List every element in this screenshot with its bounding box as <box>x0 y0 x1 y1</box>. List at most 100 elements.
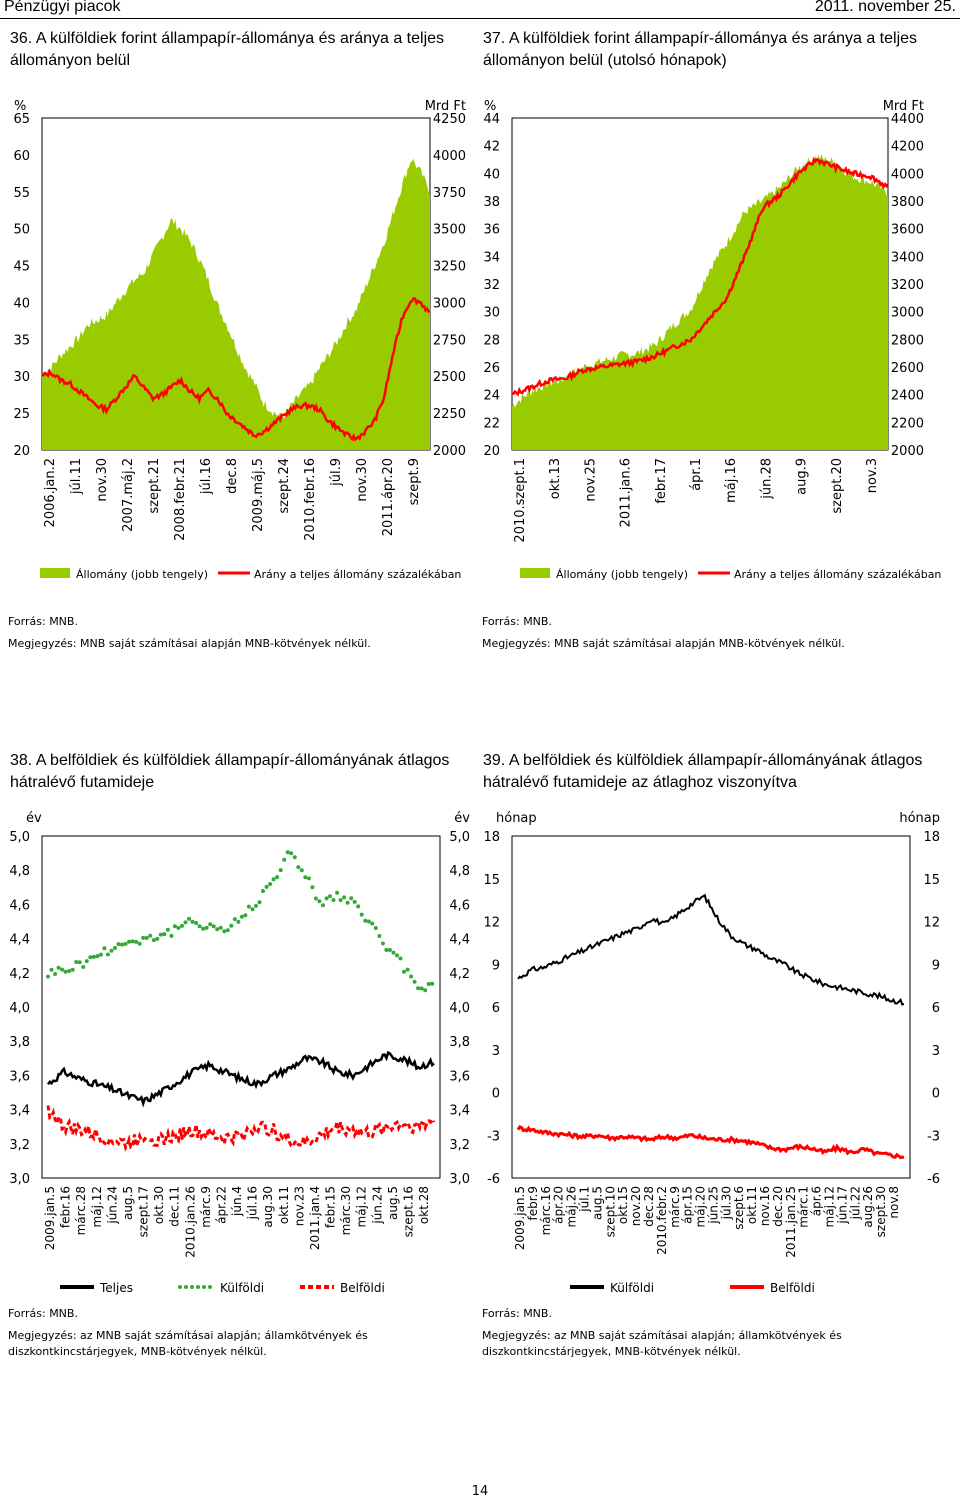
chart-38-series-klfoldi <box>46 850 435 993</box>
chart-39-series-belfoldi <box>516 1125 905 1160</box>
chart-39-xtick: okt.11 <box>745 1186 759 1224</box>
chart-38-series-klfoldi-point <box>331 898 336 902</box>
chart-38-plot-frame <box>41 835 441 1179</box>
chart-38-series-klfoldi-point <box>194 921 199 925</box>
chart-37-xtick: nov.25 <box>583 458 598 502</box>
chart-38-xtick: 2009.jan.5 <box>43 1186 57 1250</box>
chart-37-ytick-right: 3200 <box>891 278 924 293</box>
chart-37-ytick-right: 4400 <box>891 112 924 127</box>
chart-38-series-klfoldi-point <box>91 954 96 959</box>
chart-38-series-klfoldi-point <box>148 933 153 938</box>
chart-37-ytick-left: 22 <box>483 416 500 431</box>
chart-38-xtick: márc.30 <box>339 1186 353 1235</box>
chart-37-ytick-left: 38 <box>483 195 500 210</box>
chart-37: % Mrd Ft 44 42 40 38 36 34 32 30 28 26 24 22 20 4400 420… <box>483 99 941 581</box>
chart-38-xtick: nov.23 <box>292 1186 306 1226</box>
chart-39-ytick-right: 9 <box>932 958 940 973</box>
chart-38-series-klfoldi-point <box>60 967 65 972</box>
chart-37-ytick-right: 3400 <box>891 250 924 265</box>
chart-38-ytick-left: 3,8 <box>9 1035 30 1050</box>
chart-36-ytick-left: 30 <box>13 370 30 385</box>
chart-37-left-unit: % <box>484 99 496 114</box>
chart-38-series-klfoldi-point <box>225 928 230 933</box>
chart-37-xtick: máj.16 <box>724 458 739 503</box>
chart-36-ytick-right: 4250 <box>433 112 466 127</box>
chart-38-ytick-right: 4,0 <box>449 1001 470 1016</box>
chart-38-series-klfoldi-point <box>384 948 389 952</box>
chart-38-ytick-right: 3,2 <box>449 1138 470 1153</box>
chart-38-series-klfoldi-point <box>366 919 371 924</box>
chart-38-series-klfoldi-point <box>243 913 248 918</box>
chart-38-series-klfoldi-point <box>275 875 280 880</box>
chart-38-series-klfoldi-point <box>313 896 318 901</box>
chart-38-series-klfoldi-point <box>134 939 139 944</box>
chart-38-note: Megjegyzés: az MNB saját számításai alap… <box>8 1329 368 1358</box>
chart-38-left-unit: év <box>26 811 42 826</box>
chart-38-ytick-left: 4,4 <box>9 933 30 948</box>
chart-39-xtick: febr.9 <box>526 1186 540 1221</box>
chart-36-ytick-right: 3250 <box>433 260 466 275</box>
chart-39-ytick-left: 6 <box>492 1001 500 1016</box>
chart-38-series-klfoldi-point <box>123 941 128 946</box>
chart-37-ytick-left: 42 <box>483 140 500 155</box>
page-number: 14 <box>471 1484 489 1499</box>
chart-39-xtick: márc.16 <box>539 1186 553 1235</box>
chart-38-series-klfoldi-point <box>335 890 340 895</box>
chart-38-ytick-right: 3,0 <box>449 1172 470 1187</box>
chart-37-xtick: aug.9 <box>795 458 810 495</box>
chart-36-xtick: szept.21 <box>147 458 162 514</box>
chart-37-ytick-right: 2800 <box>891 333 924 348</box>
chart-38-xtick: ápr.22 <box>214 1186 228 1224</box>
chart-39-xtick: júl.22 <box>848 1186 862 1220</box>
chart-38-series-klfoldi-point <box>204 925 209 930</box>
chart-38-series-klfoldi-point <box>56 965 61 970</box>
chart-36-ytick-right: 4000 <box>433 149 466 164</box>
chart-39-xtick: szept.30 <box>874 1186 888 1237</box>
chart-38-xtick: máj.12 <box>355 1186 369 1227</box>
chart-39-ytick-right: 12 <box>923 916 940 931</box>
chart-38-series-klfoldi-point <box>81 965 86 969</box>
chart-38-series-klfoldi-point <box>289 851 294 856</box>
chart-38-series-klfoldi-point <box>102 946 107 951</box>
chart-36-ytick-right: 2500 <box>433 370 466 385</box>
chart-38-series-klfoldi-point <box>391 950 396 955</box>
chart-36-xtick: nov.30 <box>355 458 370 502</box>
chart-38-xtick: febr.16 <box>59 1186 73 1228</box>
chart-38-ytick-right: 4,2 <box>449 967 470 982</box>
chart-38-series-klfoldi-point <box>144 936 149 940</box>
chart-36-notes: Forrás: MNB. Megjegyzés: MNB saját számí… <box>8 614 468 652</box>
chart-38-series-klfoldi-point <box>278 868 283 873</box>
chart-38-title: 38. A belföldiek és külföldiek állampapí… <box>10 750 480 794</box>
chart-39-xtick: dec.28 <box>642 1186 656 1227</box>
chart-38-series-klfoldi-point <box>67 969 72 973</box>
chart-36-xtick: júl.9 <box>329 458 344 487</box>
chart-36-ytick-left: 20 <box>13 444 30 459</box>
chart-36-xtick: 2008.febr.21 <box>173 458 188 541</box>
chart-39-xtick: júl.30 <box>719 1186 733 1220</box>
chart-39-ytick-right: -3 <box>927 1129 940 1144</box>
chart-38-ytick-right: 3,8 <box>449 1035 470 1050</box>
chart-38-ytick-right: 3,6 <box>449 1069 470 1084</box>
chart-36-area-series <box>42 158 430 450</box>
chart-37-number: 37. <box>483 30 506 47</box>
chart-37-ytick-right: 3800 <box>891 195 924 210</box>
chart-38-xtick: márc.9 <box>199 1186 213 1228</box>
chart-38-series-klfoldi-point <box>172 924 177 929</box>
chart-37-line-series <box>511 156 889 397</box>
chart-38-series-klfoldi-point <box>338 898 343 903</box>
chart-37-ytick-right: 2400 <box>891 389 924 404</box>
chart-38-xtick: szept.16 <box>401 1186 415 1237</box>
chart-38-series-klfoldi-point <box>183 920 188 925</box>
chart-39-xtick: nov.16 <box>758 1186 772 1226</box>
chart-38-series-klfoldi-point <box>113 946 117 950</box>
chart-39-plot-frame <box>511 835 911 1179</box>
chart-38-series-klfoldi-point <box>88 955 93 960</box>
chart-39-title: 39. A belföldiek és külföldiek állampapí… <box>483 750 953 794</box>
section-title: Pénzügyi piacok <box>4 0 121 15</box>
chart-38-series-teljes <box>46 1050 435 1108</box>
chart-39-legend-label: Külföldi <box>610 1281 654 1295</box>
chart-36-number: 36. <box>10 30 33 47</box>
chart-38-xtick: aug.30 <box>261 1186 275 1228</box>
chart-38-series-klfoldi-point <box>137 941 142 946</box>
chart-36-legend-area-swatch <box>40 568 70 578</box>
